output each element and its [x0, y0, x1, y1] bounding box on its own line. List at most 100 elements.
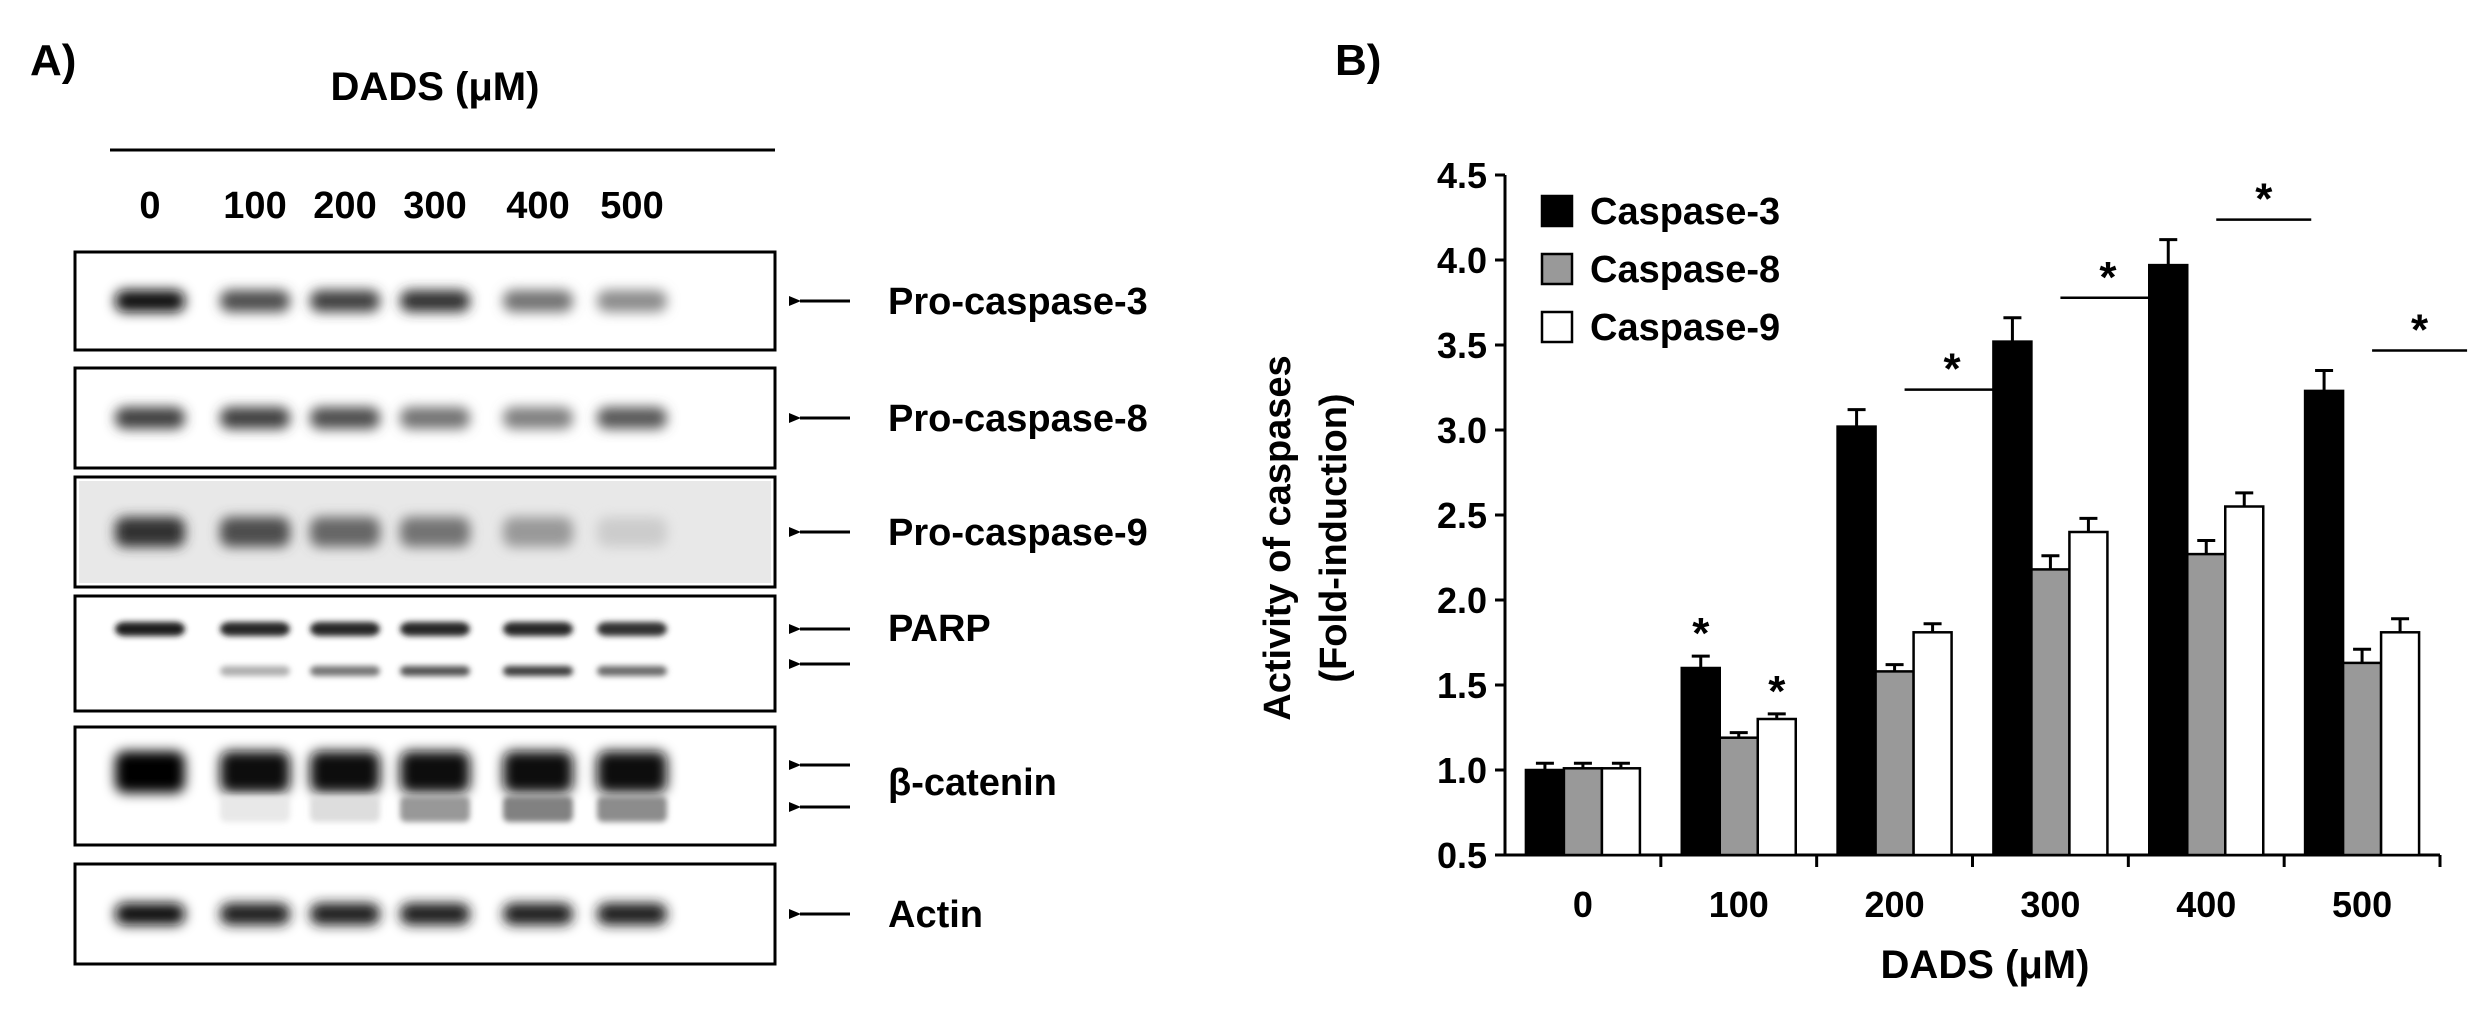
blot-band	[310, 751, 380, 793]
blot-band	[597, 290, 667, 312]
bar	[1912, 631, 1953, 857]
bar	[1524, 768, 1566, 857]
blot-band	[503, 903, 573, 925]
blot-protein-label: PARP	[888, 608, 991, 650]
blot-band	[310, 407, 380, 429]
blot-band	[400, 517, 470, 547]
blot-band	[400, 903, 470, 925]
bar	[1680, 666, 1721, 857]
blot-band	[400, 622, 470, 636]
blot-strip: Pro-caspase-8	[73, 366, 1148, 470]
x-tick-label: 500	[2332, 884, 2392, 925]
blot-strip: Actin	[73, 862, 983, 966]
blot-band	[220, 407, 290, 429]
blot-strips: Pro-caspase-3 Pro-caspase-8 Pro-caspase-9 P…	[73, 250, 1148, 966]
blot-band	[115, 622, 185, 636]
blot-band	[400, 407, 470, 429]
blot-dose-title: DADS (μM)	[331, 65, 540, 109]
y-axis-title-line1: Activity of caspases	[1257, 355, 1299, 720]
x-axis-title: DADS (μM)	[1881, 943, 2090, 987]
y-tick-label: 0.5	[1437, 835, 1487, 876]
blot-protein-label: Pro-caspase-9	[888, 512, 1148, 554]
blot-band	[310, 290, 380, 312]
blot-lane-label: 100	[223, 185, 286, 227]
blot-lane-label: 400	[506, 185, 569, 227]
blot-lane-label: 300	[403, 185, 466, 227]
legend-swatch	[1540, 194, 1574, 228]
blot-strip: Pro-caspase-3	[73, 250, 1148, 352]
bar	[1600, 767, 1642, 857]
y-tick-label: 3.5	[1437, 325, 1487, 366]
blot-band-cleaved	[310, 796, 380, 822]
blot-band	[220, 903, 290, 925]
bar	[1562, 767, 1604, 857]
blot-band	[220, 517, 290, 547]
blot-protein-label: Pro-caspase-8	[888, 398, 1148, 440]
blot-band-cleaved	[220, 796, 290, 822]
panel-a-label: A)	[30, 36, 76, 85]
blot-band	[400, 751, 470, 793]
blot-band	[115, 517, 185, 547]
y-tick-label: 3.0	[1437, 410, 1487, 451]
blot-strip: PARP	[73, 594, 991, 713]
blot-band	[503, 751, 573, 793]
legend: Caspase-3 Caspase-8 Caspase-9	[1540, 191, 1780, 349]
bar-series-3	[1600, 491, 2421, 857]
y-tick-label: 2.0	[1437, 580, 1487, 621]
blot-band-cleaved	[310, 666, 380, 676]
blot-lane-label: 200	[313, 185, 376, 227]
blot-lane-label: 500	[600, 185, 663, 227]
blot-lane-label: 0	[139, 185, 160, 227]
y-axis-title: Activity of caspases (Fold-induction)	[1257, 355, 1355, 720]
blot-band	[115, 407, 185, 429]
x-tick-label: 300	[2020, 884, 2080, 925]
blot-strip: Pro-caspase-9	[73, 475, 1148, 589]
bar	[1718, 736, 1759, 857]
significance-marks: * * * * * *	[1692, 175, 2468, 716]
blot-strip: β-catenin	[73, 725, 1057, 847]
significance-star: *	[2255, 175, 2273, 224]
blot-band	[597, 751, 667, 793]
y-tick-label: 1.5	[1437, 665, 1487, 706]
blot-band	[310, 622, 380, 636]
y-tick-label: 4.0	[1437, 240, 1487, 281]
legend-label: Caspase-8	[1590, 249, 1780, 291]
blot-band	[220, 290, 290, 312]
y-axis-title-line2: (Fold-induction)	[1313, 393, 1355, 682]
blot-protein-label: Pro-caspase-3	[888, 281, 1148, 323]
significance-star: *	[2099, 253, 2117, 302]
bar	[2379, 631, 2421, 857]
bar	[1992, 340, 2033, 857]
bar-series-1	[1524, 238, 2345, 857]
bar-series	[1524, 238, 2421, 857]
legend-label: Caspase-3	[1590, 191, 1780, 233]
x-axis: 0 100 200 300 400 500	[1505, 853, 2442, 925]
blot-strip-frame	[73, 594, 777, 713]
x-tick-label: 100	[1709, 884, 1769, 925]
x-tick-label: 400	[2176, 884, 2236, 925]
bar	[2186, 552, 2227, 857]
blot-band-cleaved	[597, 666, 667, 676]
blot-band	[597, 407, 667, 429]
caspase-activity-chart: B) Activity of caspases (Fold-induction)…	[1257, 36, 2468, 987]
x-tick-label: 0	[1573, 884, 1593, 925]
legend-swatch	[1540, 310, 1574, 344]
bar	[2341, 661, 2383, 857]
y-tick-label: 2.5	[1437, 495, 1487, 536]
blot-band	[310, 517, 380, 547]
bar	[1756, 717, 1797, 857]
blot-band	[503, 290, 573, 312]
western-blot-panel: A) DADS (μM) 0 100 200 300 400 500 Pro-caspas…	[30, 36, 1148, 966]
blot-lane-labels: 0 100 200 300 400 500	[139, 185, 663, 227]
bar	[1836, 425, 1877, 857]
significance-star: *	[2411, 306, 2429, 355]
significance-star: *	[1944, 345, 1962, 394]
blot-band	[220, 622, 290, 636]
blot-band	[400, 290, 470, 312]
y-axis: 0.5 1.0 1.5 2.0 2.5 3.0 3.5 4.0 4.5	[1437, 155, 1507, 876]
blot-band	[115, 751, 185, 793]
bar	[2148, 263, 2189, 857]
legend-swatch	[1540, 252, 1574, 286]
blot-band	[115, 903, 185, 925]
